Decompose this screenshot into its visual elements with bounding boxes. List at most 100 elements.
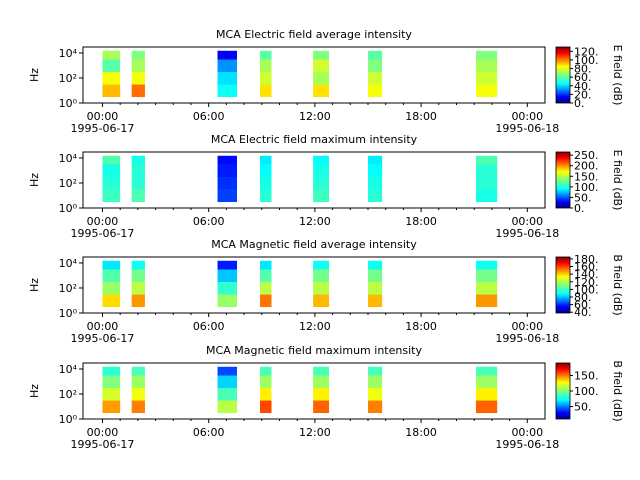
- x-tick-label: 06:00: [193, 426, 225, 439]
- colorbar-tick-label: 0.: [574, 97, 585, 110]
- x-tick-label: 18:00: [405, 110, 437, 123]
- spectrogram-cell: [260, 177, 272, 190]
- spectrogram-cell: [102, 189, 121, 203]
- spectrogram-cell: [313, 50, 330, 60]
- x-date-label: 1995-06-17: [71, 122, 135, 135]
- spectrogram-cell: [260, 164, 272, 178]
- colorbar: [555, 46, 571, 104]
- spectrogram-cell: [260, 50, 272, 60]
- colorbar-tick-label: 20.: [574, 88, 592, 101]
- spectrogram-cell: [313, 84, 330, 98]
- colorbar-tick-label: 140.: [574, 268, 599, 281]
- spectrogram-cell: [217, 84, 237, 98]
- spectrogram-cell: [102, 164, 121, 178]
- spectrogram-cell: [313, 164, 330, 178]
- spectrogram-cell: [260, 155, 272, 165]
- spectrogram-cell: [475, 375, 498, 389]
- plot-frame: [82, 362, 546, 420]
- colorbar-tick-label: 150.: [574, 369, 599, 382]
- spectrogram-cell: [131, 59, 145, 73]
- colorbar-tick-label: 150.: [574, 170, 599, 183]
- spectrogram-cell: [260, 59, 272, 73]
- spectrogram-cell: [217, 366, 237, 376]
- spectrogram-cell: [217, 59, 237, 73]
- spectrogram-cell: [367, 294, 383, 308]
- spectrogram-cell: [102, 400, 121, 414]
- spectrogram-cell: [260, 269, 272, 283]
- colorbar-tick-label: 40.: [574, 80, 592, 93]
- x-tick-label: 00:00: [87, 426, 119, 439]
- spectrogram-cell: [475, 155, 498, 165]
- spectrogram-cell: [475, 400, 498, 414]
- spectrogram-cell: [313, 177, 330, 190]
- x-tick-label: 00:00: [87, 215, 119, 228]
- colorbar-tick-label: 40.: [574, 306, 592, 319]
- x-tick-label: 06:00: [193, 215, 225, 228]
- colorbar-tick-label: 100.: [574, 385, 599, 398]
- spectrogram-cell: [131, 50, 145, 60]
- y-tick-label: 10⁰: [59, 202, 78, 215]
- spectrogram-cell: [131, 260, 145, 270]
- x-tick-label: 00:00: [87, 110, 119, 123]
- x-date-label: 1995-06-18: [495, 122, 559, 135]
- spectrogram-cell: [260, 260, 272, 270]
- colorbar-tick-label: 120.: [574, 45, 599, 58]
- spectrogram-cell: [217, 260, 237, 270]
- y-tick-label: 10⁰: [59, 97, 78, 110]
- spectrogram-cell: [131, 84, 145, 98]
- y-tick-label: 10²: [59, 388, 77, 401]
- x-date-label: 1995-06-18: [495, 332, 559, 345]
- spectrogram-cell: [367, 375, 383, 389]
- spectrogram-cell: [102, 155, 121, 165]
- x-tick-label: 00:00: [511, 110, 543, 123]
- spectrogram-cell: [217, 50, 237, 60]
- spectrogram-cell: [131, 388, 145, 401]
- spectrogram-cell: [475, 164, 498, 178]
- colorbar: [555, 151, 571, 209]
- colorbar-tick-label: 180.: [574, 253, 599, 266]
- spectrogram-cell: [217, 388, 237, 401]
- spectrogram-cell: [217, 164, 237, 178]
- colorbar-tick-label: 250.: [574, 149, 599, 162]
- spectrogram-cell: [131, 366, 145, 376]
- spectrogram-cell: [313, 294, 330, 308]
- colorbar-label: E field (dB): [611, 150, 624, 211]
- y-tick-label: 10⁴: [59, 152, 78, 165]
- y-tick-label: 10²: [59, 282, 77, 295]
- y-tick-label: 10⁰: [59, 413, 78, 426]
- spectrogram-cell: [313, 375, 330, 389]
- spectrogram-cell: [260, 189, 272, 203]
- y-tick-label: 10²: [59, 72, 77, 85]
- x-tick-label: 06:00: [193, 320, 225, 333]
- panel-title: MCA Magnetic field average intensity: [211, 238, 417, 251]
- x-date-label: 1995-06-18: [495, 227, 559, 240]
- x-tick-label: 12:00: [299, 110, 331, 123]
- y-axis-label: Hz: [28, 173, 41, 187]
- spectrogram-cell: [475, 282, 498, 295]
- spectrogram-cell: [102, 59, 121, 73]
- spectrogram-cell: [217, 375, 237, 389]
- spectrogram-cell: [313, 388, 330, 401]
- x-tick-label: 18:00: [405, 215, 437, 228]
- spectrogram-cell: [367, 260, 383, 270]
- spectrogram-cell: [367, 177, 383, 190]
- colorbar-tick-label: 100.: [574, 283, 599, 296]
- spectrogram-cell: [475, 366, 498, 376]
- spectrogram-cell: [260, 84, 272, 98]
- spectrogram-cell: [131, 164, 145, 178]
- spectrogram-cell: [475, 59, 498, 73]
- spectrogram-cell: [131, 189, 145, 203]
- colorbar-tick-label: 200.: [574, 160, 599, 173]
- spectrogram-cell: [102, 177, 121, 190]
- spectrogram-cell: [313, 400, 330, 414]
- spectrogram-cell: [217, 400, 237, 414]
- x-tick-label: 12:00: [299, 215, 331, 228]
- y-axis-label: Hz: [28, 278, 41, 292]
- spectrogram-cell: [102, 72, 121, 85]
- x-tick-label: 18:00: [405, 320, 437, 333]
- spectrogram-cell: [131, 282, 145, 295]
- x-tick-label: 00:00: [511, 215, 543, 228]
- spectrogram-cell: [217, 72, 237, 85]
- spectrogram-cell: [475, 50, 498, 60]
- x-date-label: 1995-06-17: [71, 227, 135, 240]
